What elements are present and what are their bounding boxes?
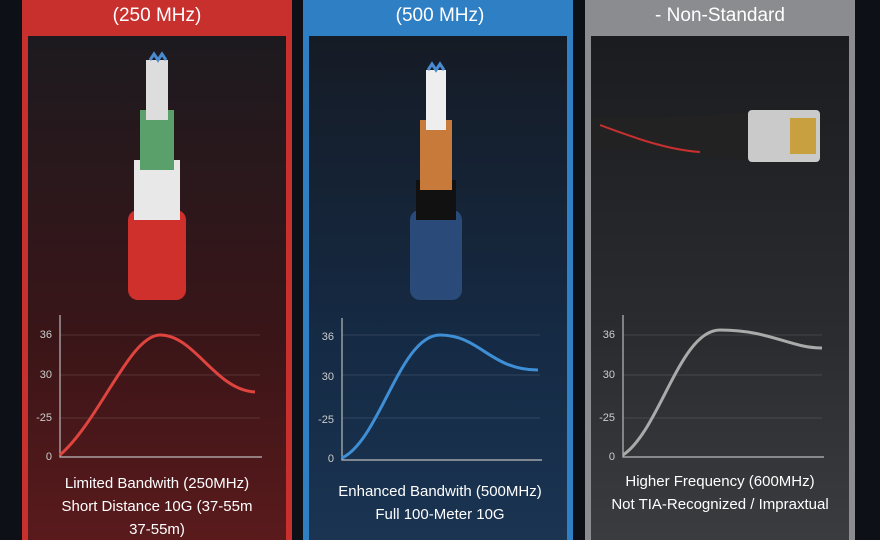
y-tick-label: 36 — [40, 329, 52, 341]
curve — [59, 333, 256, 457]
panel-header: (250 MHz) — [113, 5, 202, 26]
y-tick-label: 30 — [40, 369, 52, 381]
caption: Enhanced Bandwith (500MHz) — [338, 483, 541, 500]
caption: 37-55m) — [129, 521, 185, 538]
cable-illustration — [592, 110, 820, 162]
caption: Full 100-Meter 10G — [375, 506, 504, 523]
caption: Limited Bandwith (250MHz) — [65, 475, 249, 492]
y-tick-label: 0 — [46, 451, 52, 463]
y-tick-label: -25 — [599, 412, 615, 424]
curve — [622, 328, 823, 457]
y-tick-label: 36 — [322, 331, 334, 343]
panel-header: (500 MHz) — [396, 5, 485, 26]
y-tick-label: 30 — [603, 369, 615, 381]
chart-axes — [59, 315, 824, 461]
y-tick-label: 30 — [322, 371, 334, 383]
y-tick-label: -25 — [318, 414, 334, 426]
y-tick-label: 0 — [328, 453, 334, 465]
texts: (250 MHz) 36 30 -25 0 Limited Bandwith (250MH… — [36, 5, 829, 538]
caption: Short Distance 10G (37-55m — [62, 498, 253, 515]
y-tick-label: 0 — [609, 451, 615, 463]
panel-header: - Non-Standard — [655, 5, 785, 26]
caption: Higher Frequency (600MHz) — [625, 473, 814, 490]
curve — [341, 333, 539, 460]
cable-illustration — [128, 51, 186, 300]
caption: Not TIA-Recognized / Impraxtual — [611, 496, 828, 513]
cable-illustration — [410, 61, 462, 300]
y-tick-label: 36 — [603, 329, 615, 341]
y-tick-label: -25 — [36, 412, 52, 424]
